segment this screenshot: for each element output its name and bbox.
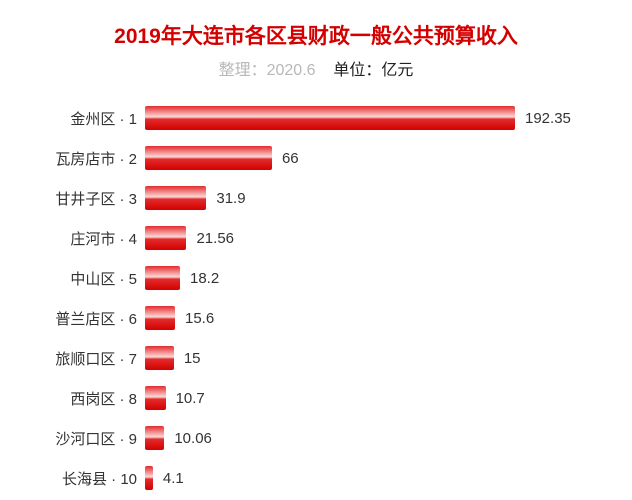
subtitle-source: 整理：2020.6 [219, 62, 316, 79]
bar-row: 西岗区 · 8 10.7 [30, 380, 602, 416]
bar-cell: 66 [145, 146, 602, 170]
bar [145, 226, 186, 250]
bar-label: 庄河市 · 4 [30, 228, 145, 249]
bar-label: 普兰店区 · 6 [30, 308, 145, 329]
bar [145, 346, 174, 370]
bar-cell: 15 [145, 346, 602, 370]
bar [145, 186, 206, 210]
bar-row: 瓦房店市 · 2 66 [30, 140, 602, 176]
bar-value: 66 [282, 150, 299, 167]
bar-row: 沙河口区 · 9 10.06 [30, 420, 602, 456]
bar-value: 10.06 [174, 430, 212, 447]
chart-subtitle: 整理：2020.6 单位：亿元 [30, 56, 602, 80]
subtitle-unit: 单位：亿元 [333, 62, 413, 79]
chart-container: 2019年大连市各区县财政一般公共预算收入 整理：2020.6 单位：亿元 金州… [0, 0, 632, 500]
bar-cell: 21.56 [145, 226, 602, 250]
bar [145, 386, 166, 410]
bar-cell: 31.9 [145, 186, 602, 210]
bar-cell: 10.7 [145, 386, 602, 410]
bar-row: 庄河市 · 4 21.56 [30, 220, 602, 256]
bar [145, 306, 175, 330]
bar-label: 沙河口区 · 9 [30, 428, 145, 449]
bar [145, 146, 272, 170]
bar-cell: 15.6 [145, 306, 602, 330]
bar-value: 21.56 [196, 230, 234, 247]
bar-value: 15.6 [185, 310, 214, 327]
chart-title: 2019年大连市各区县财政一般公共预算收入 [30, 20, 602, 50]
bar-label: 旅顺口区 · 7 [30, 348, 145, 369]
bar-label: 中山区 · 5 [30, 268, 145, 289]
bar-value: 31.9 [216, 190, 245, 207]
bar-cell: 18.2 [145, 266, 602, 290]
bar-row: 长海县 · 10 4.1 [30, 460, 602, 496]
bar-row: 旅顺口区 · 7 15 [30, 340, 602, 376]
bar-cell: 10.06 [145, 426, 602, 450]
bar [145, 426, 164, 450]
bar-row: 金州区 · 1 192.35 [30, 100, 602, 136]
bar-label: 瓦房店市 · 2 [30, 148, 145, 169]
bar-row: 甘井子区 · 3 31.9 [30, 180, 602, 216]
bar-label: 长海县 · 10 [30, 468, 145, 489]
bar [145, 466, 153, 490]
bar-cell: 4.1 [145, 466, 602, 490]
bar-value: 10.7 [176, 390, 205, 407]
bars-area: 金州区 · 1 192.35 瓦房店市 · 2 66 甘井子区 · 3 31.9 庄河市 ·… [30, 100, 602, 496]
bar-row: 中山区 · 5 18.2 [30, 260, 602, 296]
bar-value: 15 [184, 350, 201, 367]
bar-value: 192.35 [525, 110, 571, 127]
bar-label: 西岗区 · 8 [30, 388, 145, 409]
bar-cell: 192.35 [145, 106, 602, 130]
bar-label: 甘井子区 · 3 [30, 188, 145, 209]
bar-label: 金州区 · 1 [30, 108, 145, 129]
bar-value: 18.2 [190, 270, 219, 287]
bar-row: 普兰店区 · 6 15.6 [30, 300, 602, 336]
bar [145, 266, 180, 290]
bar [145, 106, 515, 130]
bar-value: 4.1 [163, 470, 184, 487]
